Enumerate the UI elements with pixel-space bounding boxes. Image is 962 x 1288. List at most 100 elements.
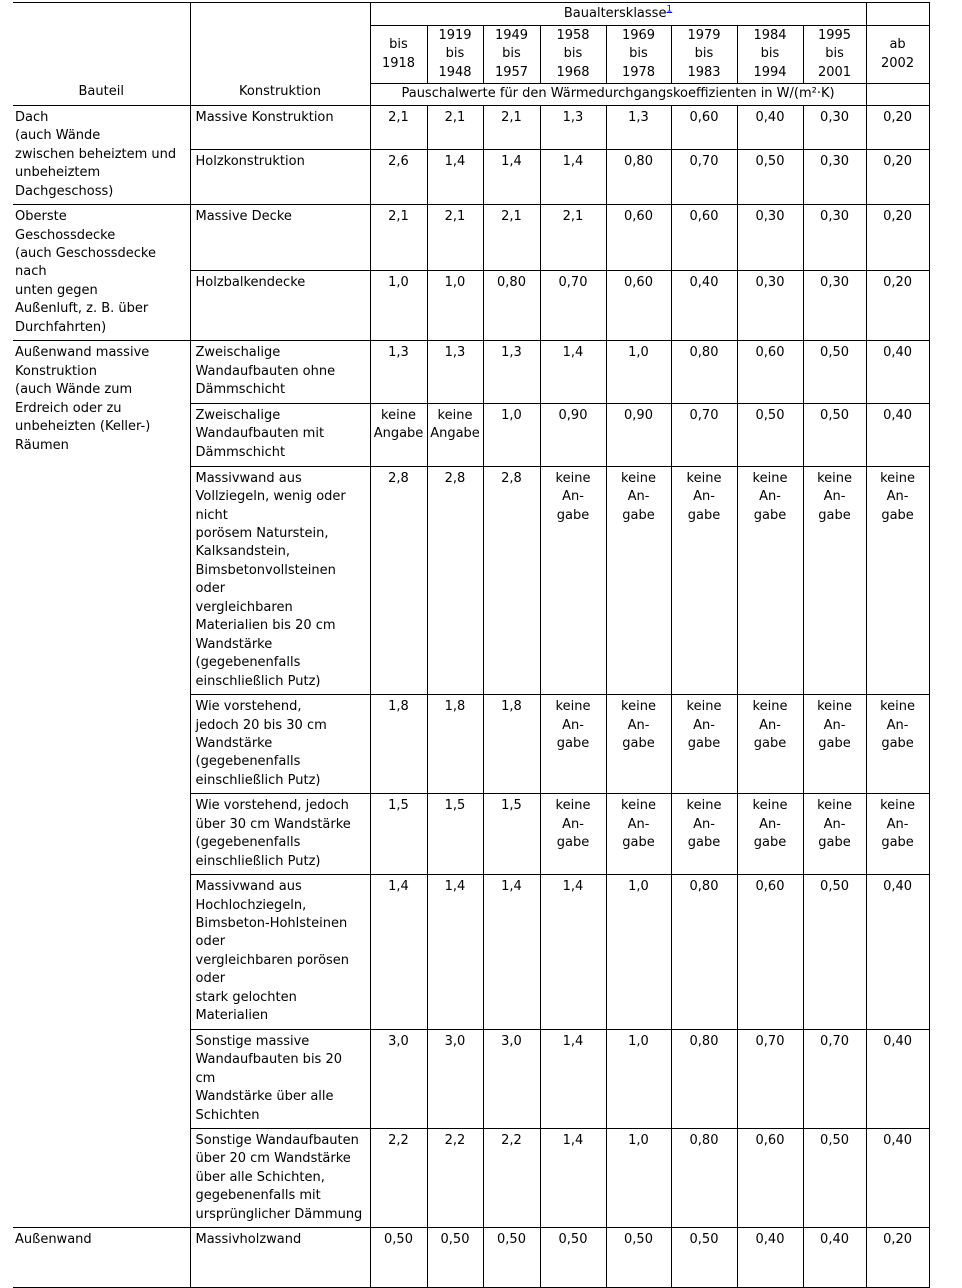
value-cell: 1,4	[426, 874, 484, 1030]
year-col-header-1979-1983: 1979 bis 1983	[670, 24, 738, 85]
table-row: Holzbalkendecke 1,0 1,0 0,80 0,70 0,60 0…	[13, 270, 930, 342]
baualtersklasse-group-header: Baualtersklasse1	[369, 2, 867, 26]
value-cell: keine An- gabe	[865, 465, 930, 696]
value-cell: keine An- gabe	[865, 793, 930, 876]
value-cell: 2,1	[369, 204, 428, 272]
table-row: Wie vorstehend, jedoch über 30 cm Wandst…	[13, 793, 930, 876]
year-col-header-1995-2001: 1995 bis 2001	[802, 24, 867, 85]
konstruktion-cell: Massivwand aus Hochlochziegeln, Bimsbeto…	[189, 874, 371, 1030]
konstruktion-cell: Massivwand aus Vollziegeln, wenig oder n…	[189, 465, 371, 696]
ab2002-spacer-cell	[865, 2, 930, 26]
value-cell: keine An- gabe	[865, 694, 930, 795]
value-cell: 3,0	[369, 1028, 428, 1130]
year-col-header-bis1918: bis 1918	[369, 24, 428, 85]
konstruktion-cell: Wie vorstehend, jedoch 20 bis 30 cm Wand…	[189, 694, 371, 795]
value-cell: 0,60	[670, 104, 738, 151]
baualtersklasse-table: Bauteil Konstruktion Baualtersklasse1 bi…	[13, 2, 930, 1288]
value-cell: keine An- gabe	[670, 465, 738, 696]
bauteil-cell-oberste-geschossdecke: Oberste Geschossdecke (auch Geschossdeck…	[13, 204, 191, 342]
value-cell: 0,80	[605, 149, 672, 206]
value-cell: 3,0	[482, 1028, 541, 1130]
value-cell: 2,2	[426, 1128, 484, 1229]
value-cell: 0,30	[802, 204, 867, 272]
table-container: Bauteil Konstruktion Baualtersklasse1 bi…	[13, 2, 930, 1288]
value-cell: keine Angabe	[426, 402, 484, 467]
value-cell: keine An- gabe	[539, 694, 607, 795]
value-cell: 0,50	[736, 402, 804, 467]
value-cell: 0,30	[802, 270, 867, 342]
konstruktion-cell: Massivholzwand	[189, 1227, 371, 1288]
value-cell: 0,60	[605, 270, 672, 342]
konstruktion-cell: Zweischalige Wandaufbauten mit Dämmschic…	[189, 402, 371, 467]
value-cell: 0,70	[670, 402, 738, 467]
baualtersklasse-label: Baualtersklasse	[563, 5, 667, 21]
value-cell: keine An- gabe	[802, 793, 867, 876]
value-cell: 0,50	[802, 402, 867, 467]
value-cell: 1,0	[605, 1028, 672, 1130]
table-row: Außenwand massive Konstruktion (auch Wän…	[13, 340, 930, 1229]
value-cell: 0,60	[670, 204, 738, 272]
value-cell: 0,30	[736, 270, 804, 342]
value-cell: 0,20	[865, 149, 930, 206]
value-cell: 1,8	[482, 694, 541, 795]
value-cell: keine Angabe	[369, 402, 428, 467]
value-cell: keine An- gabe	[605, 694, 672, 795]
value-cell: 2,6	[369, 149, 428, 206]
value-cell: 0,40	[865, 1128, 930, 1229]
header-row-years: bis 1918 1919 bis 1948 1949 bis 1957 195…	[13, 24, 930, 85]
value-cell: 0,80	[670, 874, 738, 1030]
footnote-link[interactable]: 1	[666, 4, 673, 15]
value-cell: 0,20	[865, 270, 930, 342]
value-cell: 0,30	[736, 204, 804, 272]
value-cell: keine An- gabe	[670, 694, 738, 795]
value-cell: 0,40	[802, 1227, 867, 1288]
konstruktion-cell: Massive Decke	[189, 204, 371, 272]
value-cell: 1,5	[482, 793, 541, 876]
value-cell: 0,50	[802, 874, 867, 1030]
value-cell: 0,50	[736, 149, 804, 206]
value-cell: 1,4	[369, 874, 428, 1030]
value-cell: 0,80	[482, 270, 541, 342]
value-cell: 1,3	[369, 340, 428, 404]
value-cell: 0,40	[670, 270, 738, 342]
value-cell: 1,5	[426, 793, 484, 876]
value-cell: 0,70	[802, 1028, 867, 1130]
value-cell: 1,0	[605, 874, 672, 1030]
year-col-header-ab2002: ab 2002	[865, 24, 930, 85]
konstruktion-cell: Zweischalige Wandaufbauten ohne Dämmschi…	[189, 340, 371, 404]
value-cell: 1,0	[482, 402, 541, 467]
table-row: Massivwand aus Vollziegeln, wenig oder n…	[13, 465, 930, 696]
value-cell: keine An- gabe	[605, 465, 672, 696]
value-cell: 2,1	[482, 104, 541, 151]
value-cell: keine An- gabe	[539, 465, 607, 696]
value-cell: 1,4	[539, 1028, 607, 1130]
value-cell: 0,80	[670, 1028, 738, 1130]
value-cell: 0,80	[670, 1128, 738, 1229]
konstruktion-cell: Massive Konstruktion	[189, 104, 371, 151]
value-cell: 0,50	[482, 1227, 541, 1288]
table-row: Zweischalige Wandaufbauten mit Dämmschic…	[13, 402, 930, 467]
value-cell: 0,60	[736, 1128, 804, 1229]
value-cell: keine An- gabe	[736, 793, 804, 876]
value-cell: 0,40	[736, 1227, 804, 1288]
year-col-header-1949-1957: 1949 bis 1957	[482, 24, 541, 85]
value-cell: 2,2	[482, 1128, 541, 1229]
konstruktion-cell: Holzbalkendecke	[189, 270, 371, 342]
value-cell: 1,0	[369, 270, 428, 342]
table-row: Dach (auch Wände zwischen beheiztem und …	[13, 104, 930, 206]
value-cell: keine An- gabe	[670, 793, 738, 876]
value-cell: 0,60	[736, 874, 804, 1030]
value-cell: 1,4	[539, 149, 607, 206]
value-cell: 0,30	[802, 104, 867, 151]
value-cell: 0,50	[802, 1128, 867, 1229]
value-cell: 0,90	[539, 402, 607, 467]
value-cell: 2,2	[369, 1128, 428, 1229]
value-cell: keine An- gabe	[736, 465, 804, 696]
value-cell: 0,70	[736, 1028, 804, 1130]
value-cell: 2,1	[426, 204, 484, 272]
konstruktion-cell: Holzkonstruktion	[189, 149, 371, 206]
value-cell: 2,8	[426, 465, 484, 696]
year-col-header-1969-1978: 1969 bis 1978	[605, 24, 672, 85]
value-cell: 0,50	[605, 1227, 672, 1288]
value-cell: 2,1	[482, 204, 541, 272]
